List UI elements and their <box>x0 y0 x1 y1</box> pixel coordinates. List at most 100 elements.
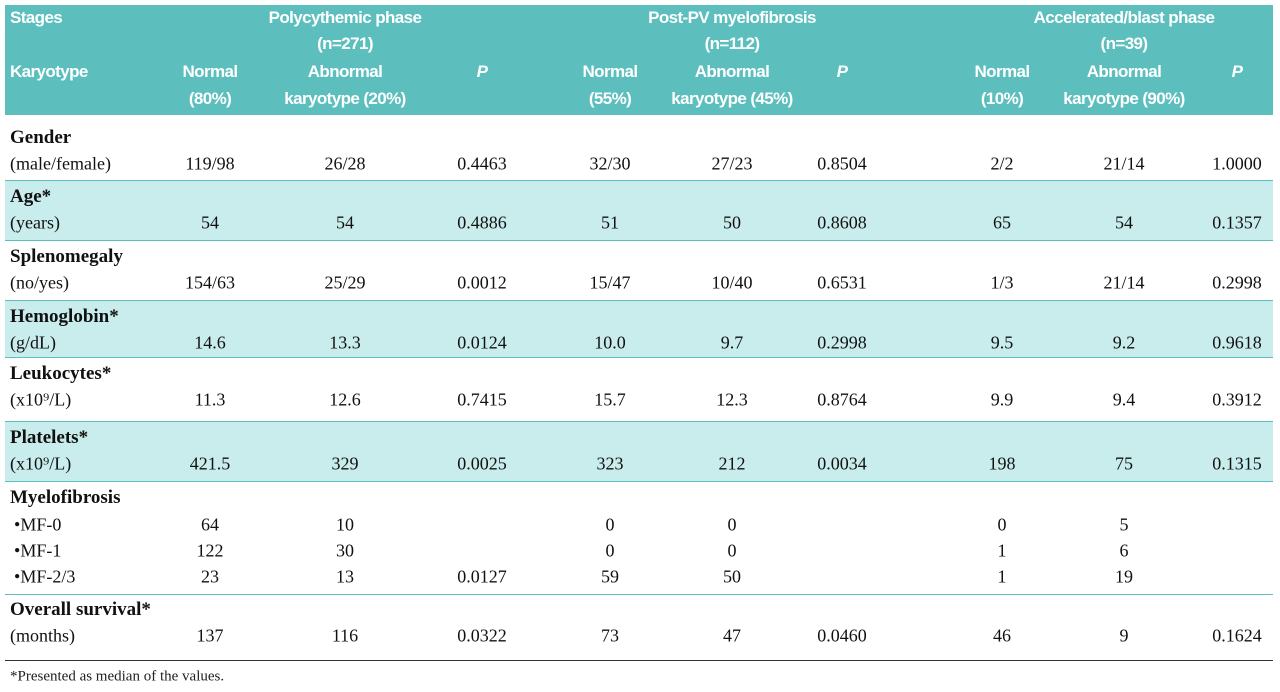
cell-value: 137 <box>196 625 224 646</box>
row-unit: (x10⁹/L) <box>10 453 72 474</box>
row-band <box>5 594 1273 661</box>
cell-value: 212 <box>718 453 746 474</box>
row-band <box>5 241 1273 301</box>
row-label: Gender <box>10 127 72 148</box>
row-band <box>5 181 1273 241</box>
cell-value: 50 <box>723 566 741 587</box>
cell-value: 11.3 <box>194 389 226 410</box>
cell-value: 30 <box>336 540 354 561</box>
cell-value: 9.2 <box>1112 332 1136 353</box>
cell-value: 0.1357 <box>1212 212 1262 233</box>
column-header: Normal <box>182 62 239 81</box>
row-band <box>5 301 1273 358</box>
cell-value: 0 <box>997 514 1007 535</box>
cell-value: 154/63 <box>184 272 236 293</box>
cell-value: 25/29 <box>324 272 366 293</box>
cell-value: 9.4 <box>1112 389 1136 410</box>
row-unit: (months) <box>10 625 75 646</box>
row-label: Hemoglobin* <box>10 306 119 327</box>
header-stages: Stages <box>10 8 63 27</box>
cell-value: 329 <box>331 453 359 474</box>
row-unit: (no/yes) <box>10 272 69 293</box>
footnote: *Presented as median of the values. <box>10 668 225 685</box>
row-band <box>5 422 1273 482</box>
cell-value: 46 <box>993 625 1011 646</box>
cell-value: 323 <box>596 453 624 474</box>
cell-value: 54 <box>201 212 219 233</box>
cell-value: 65 <box>993 212 1011 233</box>
cell-value: 0.0012 <box>457 272 507 293</box>
cell-value: 0 <box>605 514 615 535</box>
cell-value: 1/3 <box>990 272 1014 293</box>
cell-value: 13.3 <box>329 332 361 353</box>
cell-value: 0.3912 <box>1212 389 1262 410</box>
cell-value: 73 <box>601 625 619 646</box>
row-label: Platelets* <box>10 427 89 448</box>
row-label: Splenomegaly <box>10 246 123 267</box>
cell-value: 47 <box>723 625 741 646</box>
cell-value: 9.5 <box>990 332 1014 353</box>
cell-value: 0.9618 <box>1212 332 1262 353</box>
row-unit: (g/dL) <box>10 332 56 353</box>
cell-value: 15/47 <box>589 272 631 293</box>
column-header: (10%) <box>980 89 1024 108</box>
cell-value: 6 <box>1119 540 1129 561</box>
cell-value: 0.1315 <box>1212 453 1262 474</box>
cell-value: 116 <box>331 625 359 646</box>
cell-value: 54 <box>1115 212 1133 233</box>
cell-value: 0.4886 <box>457 212 507 233</box>
cell-value: 21/14 <box>1103 153 1145 174</box>
cell-value: 0.2998 <box>1212 272 1262 293</box>
column-header: Abnormal <box>1086 62 1162 81</box>
cell-value: 59 <box>601 566 619 587</box>
subrow-label: MF-1 <box>14 541 61 562</box>
cell-value: 19 <box>1115 566 1133 587</box>
cell-value: 26/28 <box>324 153 366 174</box>
column-header: P <box>1231 62 1243 81</box>
cell-value: 12.6 <box>329 389 361 410</box>
row-band <box>5 122 1273 181</box>
cell-value: 10/40 <box>711 272 753 293</box>
cell-value: 0 <box>605 540 615 561</box>
header-band <box>5 5 1273 115</box>
cell-value: 0.4463 <box>457 153 507 174</box>
header-karyotype: Karyotype <box>10 62 88 81</box>
cell-value: 0.8764 <box>817 389 867 410</box>
cell-value: 10.0 <box>594 332 626 353</box>
row-label: Overall survival* <box>10 599 151 620</box>
cell-value: 9 <box>1119 625 1129 646</box>
cell-value: 1.0000 <box>1212 153 1262 174</box>
cell-value: 0.7415 <box>457 389 507 410</box>
column-header: Abnormal <box>307 62 383 81</box>
cell-value: 23 <box>201 566 219 587</box>
cell-value: 0.0322 <box>457 625 507 646</box>
group-title: Polycythemic phase <box>268 8 422 27</box>
column-header: (80%) <box>188 89 232 108</box>
row-label: Myelofibrosis <box>10 487 121 508</box>
cell-value: 1 <box>997 566 1007 587</box>
cell-value: 0.8504 <box>817 153 867 174</box>
cell-value: 51 <box>601 212 619 233</box>
row-unit: (years) <box>10 212 60 233</box>
column-header: Normal <box>974 62 1031 81</box>
cell-value: 14.6 <box>194 332 226 353</box>
cell-value: 9.9 <box>990 389 1014 410</box>
cell-value: 54 <box>336 212 354 233</box>
column-header: P <box>836 62 848 81</box>
cell-value: 13 <box>336 566 354 587</box>
group-n: (n=39) <box>1100 34 1149 53</box>
cell-value: 27/23 <box>711 153 753 174</box>
cell-value: 122 <box>196 540 224 561</box>
cell-value: 75 <box>1115 453 1133 474</box>
row-unit: (x10⁹/L) <box>10 389 72 410</box>
cell-value: 0.0460 <box>817 625 867 646</box>
cell-value: 0.0124 <box>457 332 507 353</box>
column-header: Abnormal <box>694 62 770 81</box>
row-label: Leukocytes* <box>10 363 112 384</box>
cell-value: 119/98 <box>185 153 235 174</box>
group-n: (n=112) <box>704 34 760 53</box>
subrow-label: MF-0 <box>14 515 61 536</box>
column-header: karyotype (20%) <box>284 89 406 108</box>
cell-value: 198 <box>988 453 1016 474</box>
